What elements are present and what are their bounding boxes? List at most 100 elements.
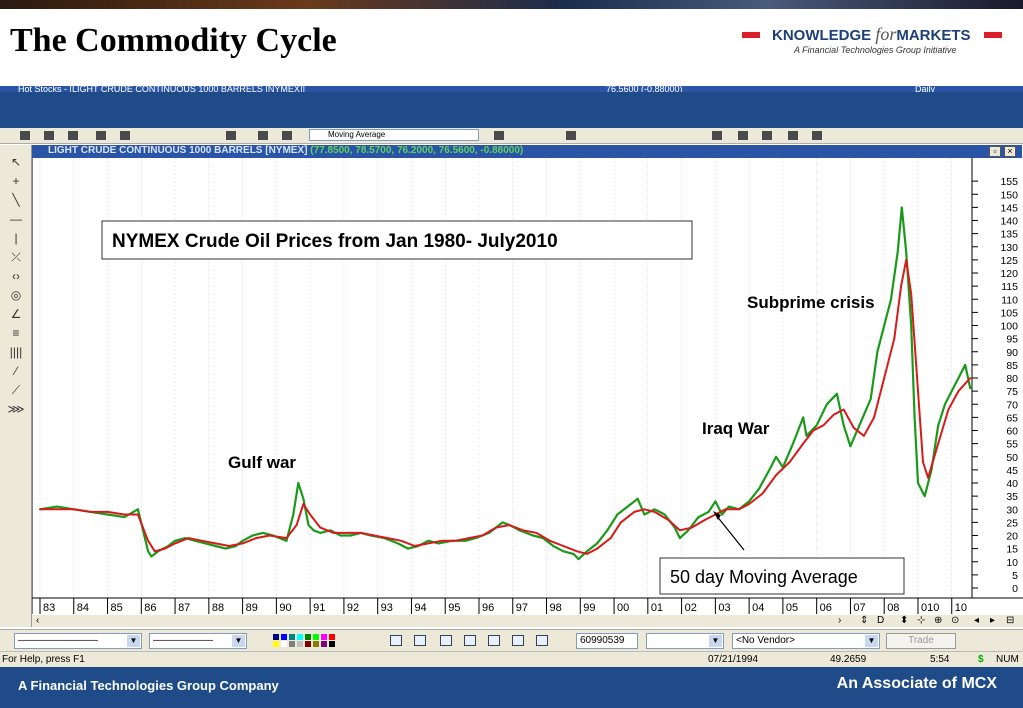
nav-right-icon[interactable]: ▸ xyxy=(990,615,996,626)
symbol-code-field[interactable]: 60990539 xyxy=(576,633,638,649)
layout-a-icon[interactable] xyxy=(488,635,500,646)
status-help: For Help, press F1 xyxy=(2,654,85,665)
tile-icon[interactable] xyxy=(762,131,772,140)
vendor-select[interactable]: <No Vendor> ▼ xyxy=(732,633,880,649)
price-point xyxy=(805,434,808,437)
grid-icon[interactable] xyxy=(788,131,798,140)
ma-point xyxy=(576,550,578,553)
color-swatch[interactable] xyxy=(281,634,287,640)
tool-icon[interactable] xyxy=(494,131,504,140)
chevron-down-icon: ▼ xyxy=(232,635,245,647)
ma-point xyxy=(56,508,58,511)
drawing-tool-icon[interactable]: ‹› xyxy=(12,269,20,283)
scroll-right-icon[interactable]: › xyxy=(838,615,842,626)
save-icon[interactable] xyxy=(68,131,78,140)
ma-point xyxy=(667,518,669,521)
crosshair-icon[interactable]: ⊹ xyxy=(917,615,926,626)
color-swatch[interactable] xyxy=(297,641,303,647)
bottom-toolbar: ———————— ▼ —————— ▼ 60990539 ▼ <No Vendor>… xyxy=(0,629,1023,651)
drawing-tool-icon[interactable]: ⋙ xyxy=(7,402,25,416)
zoom-icon[interactable] xyxy=(282,131,292,140)
price-point xyxy=(636,497,639,500)
ma-point xyxy=(39,508,41,511)
nav-left-icon[interactable]: ◂ xyxy=(974,615,980,626)
y-tick-label: 5 xyxy=(1012,570,1018,582)
drawing-tool-icon[interactable]: ↖ xyxy=(10,155,22,169)
undo-icon[interactable] xyxy=(226,131,236,140)
color-swatch[interactable] xyxy=(305,641,311,647)
chevron-down-icon: ▼ xyxy=(865,635,878,647)
restore-icon[interactable]: ▫ xyxy=(989,146,1001,157)
drawing-tool-icon[interactable]: — xyxy=(10,212,22,226)
layout-icon[interactable] xyxy=(712,131,722,140)
preview-icon[interactable] xyxy=(120,131,130,140)
line-style-select[interactable]: ———————— ▼ xyxy=(14,633,142,649)
drawing-tool-icon[interactable]: ⤫ xyxy=(11,250,21,264)
open-icon[interactable] xyxy=(44,131,54,140)
drawing-tool-icon[interactable]: |||| xyxy=(9,345,23,359)
color-swatch[interactable] xyxy=(273,641,279,647)
eye-icon[interactable]: ⊙ xyxy=(951,615,960,626)
refresh-icon[interactable]: ⇕ xyxy=(860,615,869,626)
color-swatch[interactable] xyxy=(329,634,335,640)
x-tick-label: 05 xyxy=(786,602,798,614)
color-swatch[interactable] xyxy=(289,634,295,640)
layout-c-icon[interactable] xyxy=(536,635,548,646)
price-point xyxy=(224,547,227,550)
layout-b-icon[interactable] xyxy=(512,635,524,646)
color-swatch[interactable] xyxy=(297,634,303,640)
drawing-tool-icon[interactable]: ⁄ xyxy=(14,364,17,378)
target-icon[interactable]: ⊕ xyxy=(934,615,943,626)
color-swatch[interactable] xyxy=(329,641,335,647)
y-tick-label: 80 xyxy=(1006,373,1018,385)
color-swatch[interactable] xyxy=(313,634,319,640)
line-width-select[interactable]: —————— ▼ xyxy=(149,633,247,649)
zoom-vertical-icon[interactable]: ⬍ xyxy=(900,615,909,626)
chart-icon[interactable] xyxy=(812,131,822,140)
nav-end-icon[interactable]: ⊟ xyxy=(1006,615,1015,626)
price-chart[interactable]: 1551501451401351301251201151101051009590… xyxy=(32,158,1023,614)
color-swatch[interactable] xyxy=(281,641,287,647)
ie-icon-2[interactable] xyxy=(414,635,426,646)
x-tick-label: 99 xyxy=(583,602,595,614)
chart-type-icon[interactable] xyxy=(464,635,476,646)
close-icon[interactable]: × xyxy=(1004,146,1016,157)
color-swatch[interactable] xyxy=(305,634,311,640)
price-point xyxy=(251,534,254,537)
status-currency: $ xyxy=(978,654,984,665)
ma-point xyxy=(788,461,791,463)
price-point xyxy=(123,516,126,518)
drawing-tool-icon[interactable]: ≡ xyxy=(12,326,20,340)
drawing-tool-icon[interactable]: | xyxy=(14,231,18,245)
color-swatch[interactable] xyxy=(321,641,327,647)
color-swatch[interactable] xyxy=(313,641,319,647)
drawing-tool-icon[interactable]: ◎ xyxy=(10,288,22,302)
study-select[interactable]: Moving Average xyxy=(309,129,479,141)
daily-icon[interactable]: D xyxy=(877,615,885,626)
link-icon[interactable] xyxy=(258,131,268,140)
exchange-select[interactable]: ▼ xyxy=(646,633,724,649)
color-swatch[interactable] xyxy=(321,634,327,640)
dollar-icon[interactable] xyxy=(566,131,576,140)
drawing-tool-icon[interactable]: + xyxy=(12,174,20,188)
price-point xyxy=(307,524,310,526)
print-icon[interactable] xyxy=(96,131,106,140)
scroll-left-icon[interactable]: ‹ xyxy=(36,615,40,626)
x-tick-label: 87 xyxy=(178,602,190,614)
drawing-tool-icon[interactable]: ╲ xyxy=(12,193,20,207)
price-point xyxy=(552,545,555,547)
window-title-period: Daily xyxy=(915,86,936,94)
ie-icon[interactable] xyxy=(390,635,402,646)
insert-icon[interactable] xyxy=(440,635,452,646)
trade-button[interactable]: Trade xyxy=(886,633,956,649)
drawing-tool-icon[interactable]: ⟋ xyxy=(11,383,21,397)
drawing-tool-icon[interactable]: ∠ xyxy=(10,307,22,321)
ma-point xyxy=(761,492,764,495)
color-swatch[interactable] xyxy=(273,634,279,640)
ma-point xyxy=(285,537,288,539)
color-swatch[interactable] xyxy=(289,641,295,647)
ma-point xyxy=(72,508,75,511)
price-point xyxy=(147,550,149,553)
window-icon[interactable] xyxy=(738,131,748,140)
new-icon[interactable] xyxy=(20,131,30,140)
